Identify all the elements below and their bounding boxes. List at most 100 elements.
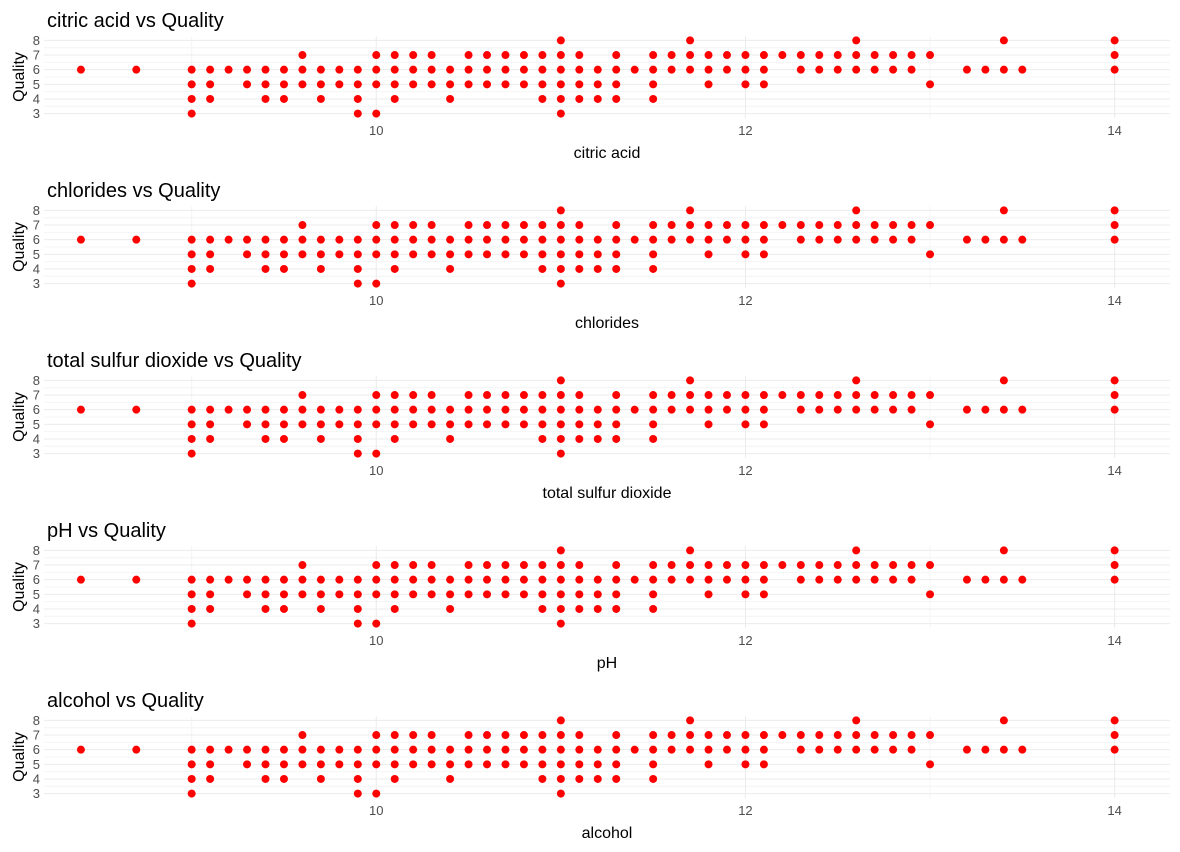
data-point <box>483 391 492 400</box>
data-point <box>759 405 768 414</box>
data-point <box>353 420 362 429</box>
data-point <box>279 65 288 74</box>
data-point <box>612 575 621 584</box>
data-point <box>612 250 621 259</box>
data-point <box>575 774 584 783</box>
y-tick-label: 8 <box>33 713 40 728</box>
y-tick-label: 3 <box>33 786 40 801</box>
data-point <box>833 561 842 570</box>
data-point <box>390 250 399 259</box>
data-point <box>316 590 325 599</box>
data-point <box>538 250 547 259</box>
y-tick-label: 7 <box>33 48 40 63</box>
data-point <box>962 65 971 74</box>
data-point <box>556 420 565 429</box>
data-point <box>446 575 455 584</box>
data-point <box>796 235 805 244</box>
data-point <box>372 745 381 754</box>
data-point <box>132 65 141 74</box>
data-point <box>372 391 381 400</box>
data-point <box>483 731 492 740</box>
data-point <box>316 94 325 103</box>
data-point <box>501 235 510 244</box>
data-point <box>1018 575 1027 584</box>
data-point <box>409 731 418 740</box>
data-point <box>464 745 473 754</box>
data-point <box>519 760 528 769</box>
data-point <box>759 760 768 769</box>
data-point <box>372 221 381 230</box>
data-point <box>907 65 916 74</box>
y-tick-label: 5 <box>33 757 40 772</box>
data-point <box>852 745 861 754</box>
data-point <box>206 80 215 89</box>
data-point <box>649 590 658 599</box>
data-point <box>575 604 584 613</box>
x-axis-title: pH <box>597 655 617 672</box>
data-point <box>926 420 935 429</box>
data-point <box>519 65 528 74</box>
data-point <box>316 65 325 74</box>
data-point <box>483 65 492 74</box>
data-point <box>316 434 325 443</box>
data-point <box>372 279 381 288</box>
data-point <box>722 405 731 414</box>
data-point <box>353 619 362 628</box>
data-point <box>353 590 362 599</box>
data-point <box>556 376 565 385</box>
data-point <box>575 420 584 429</box>
data-point <box>372 51 381 60</box>
data-point <box>556 561 565 570</box>
data-point <box>870 561 879 570</box>
y-tick-label: 4 <box>33 601 40 616</box>
data-point <box>870 745 879 754</box>
data-point <box>612 604 621 613</box>
data-point <box>464 575 473 584</box>
x-tick-label: 14 <box>1107 293 1121 308</box>
data-point <box>335 590 344 599</box>
data-point <box>501 745 510 754</box>
data-point <box>427 250 436 259</box>
data-point <box>649 65 658 74</box>
data-point <box>649 760 658 769</box>
data-point <box>741 65 750 74</box>
data-point <box>335 235 344 244</box>
data-point <box>390 561 399 570</box>
data-point <box>538 760 547 769</box>
data-point <box>519 561 528 570</box>
y-axis-title: Quality <box>11 222 28 272</box>
data-point <box>206 434 215 443</box>
data-point <box>187 434 196 443</box>
data-point <box>926 590 935 599</box>
data-point <box>575 561 584 570</box>
data-point <box>593 264 602 273</box>
data-point <box>759 575 768 584</box>
data-point <box>501 51 510 60</box>
data-point <box>556 250 565 259</box>
data-point <box>501 65 510 74</box>
data-point <box>962 235 971 244</box>
data-point <box>999 376 1008 385</box>
data-point <box>962 575 971 584</box>
x-tick-label: 14 <box>1107 803 1121 818</box>
data-point <box>667 745 676 754</box>
data-point <box>409 575 418 584</box>
data-point <box>316 80 325 89</box>
data-point <box>335 575 344 584</box>
data-point <box>372 590 381 599</box>
data-point <box>372 80 381 89</box>
data-point <box>630 745 639 754</box>
data-point <box>759 420 768 429</box>
data-point <box>556 789 565 798</box>
data-point <box>612 221 621 230</box>
data-point <box>833 405 842 414</box>
x-tick-label: 10 <box>369 633 383 648</box>
data-point <box>575 405 584 414</box>
data-point <box>649 434 658 443</box>
data-point <box>704 250 713 259</box>
data-point <box>870 405 879 414</box>
x-axis-title: alcohol <box>582 825 633 842</box>
data-point <box>409 221 418 230</box>
